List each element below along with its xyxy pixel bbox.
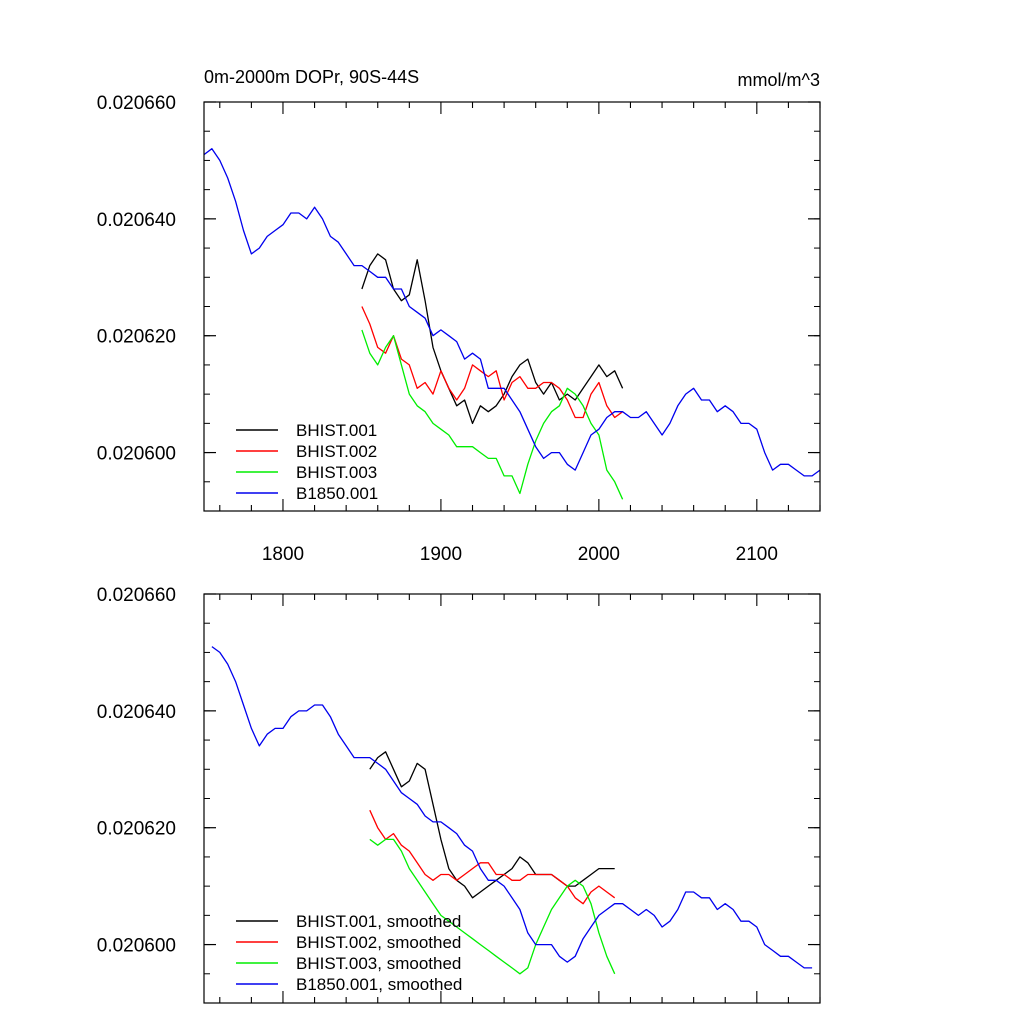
legend-label: BHIST.002 — [296, 442, 377, 461]
y-tick-label: 0.020660 — [97, 93, 176, 114]
y-tick-label: 0.020620 — [97, 819, 176, 840]
series-line-top-2 — [361, 329, 624, 500]
legend-label: B1850.001 — [296, 484, 378, 503]
y-tick-label: 0.020600 — [97, 936, 176, 957]
x-tick-label: 2000 — [578, 544, 620, 565]
legend-label: BHIST.001 — [296, 421, 377, 440]
bottom-panel: 0.020600 0.020620 0.020640 0.020660 BHIST.00… — [97, 585, 821, 1004]
top-panel: 0m-2000m DOPr, 90S-44S mmol/m^3 0.020600… — [97, 67, 821, 565]
series-line-bottom-1 — [369, 809, 616, 905]
series-line-bottom-3 — [211, 646, 813, 969]
legend-label: BHIST.002, smoothed — [296, 933, 461, 952]
y-tick-label: 0.020660 — [97, 585, 176, 606]
legend-label: BHIST.003, smoothed — [296, 954, 461, 973]
y-tick-label: 0.020620 — [97, 327, 176, 348]
y-tick-label: 0.020600 — [97, 444, 176, 465]
y-tick-label: 0.020640 — [97, 210, 176, 231]
units-label: mmol/m^3 — [738, 70, 820, 90]
series-line-top-3 — [203, 148, 821, 477]
y-tick-label: 0.020640 — [97, 702, 176, 723]
series-line-bottom-0 — [369, 751, 615, 899]
x-tick-label: 1800 — [262, 544, 304, 565]
legend-label: BHIST.001, smoothed — [296, 912, 461, 931]
legend-label: BHIST.003 — [296, 463, 377, 482]
chart-title: 0m-2000m DOPr, 90S-44S — [204, 67, 419, 87]
x-tick-label: 1900 — [420, 544, 462, 565]
series-line-bottom-2 — [369, 838, 616, 975]
x-tick-label: 2100 — [736, 544, 778, 565]
legend-label: B1850.001, smoothed — [296, 975, 462, 994]
series-line-top-1 — [361, 306, 623, 419]
